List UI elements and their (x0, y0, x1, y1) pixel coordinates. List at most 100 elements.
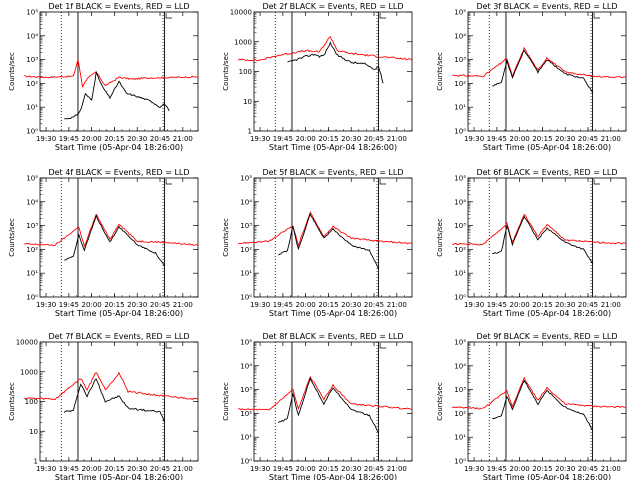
time-bracket-marker (165, 343, 173, 349)
y-tick-label: 10² (240, 246, 252, 254)
x-tick-label: 19:45 (273, 301, 293, 309)
series-lld-line (452, 46, 626, 79)
x-tick-label: 20:00 (296, 135, 316, 143)
y-tick-label: 10⁵ (240, 175, 252, 183)
x-tick-label: 20:15 (318, 135, 338, 143)
time-bracket-marker (593, 343, 601, 349)
y-tick-label: 10⁴ (26, 32, 38, 40)
x-tick-label: 19:30 (36, 135, 56, 143)
x-tick-label: 21:00 (387, 465, 407, 473)
x-tick-label: 20:45 (578, 135, 598, 143)
series-lld-line (23, 371, 198, 401)
panel-8: Det 8f BLACK = Events, RED = LLD 19:30 19:… (222, 332, 413, 482)
y-tick-label: 1 (248, 128, 252, 136)
series-lld-line (452, 213, 626, 246)
x-tick-label: 19:45 (273, 135, 293, 143)
time-bracket-marker (379, 13, 387, 19)
x-tick-label: 20:15 (532, 301, 552, 309)
x-tick-label: 20:45 (150, 301, 170, 309)
plot-frame (467, 341, 627, 462)
y-axis-label: Counts/sec (222, 52, 230, 91)
plot-frame (253, 177, 413, 298)
y-tick-label: 10¹ (454, 434, 466, 442)
y-axis-label: Counts/sec (436, 382, 444, 421)
y-tick-label: 100 (239, 68, 252, 76)
panel-1: Det 1f BLACK = Events, RED = LLD 19:30 19:… (8, 2, 199, 152)
x-axis-label: Start Time (05-Apr-04 18:26:00) (483, 473, 611, 480)
x-tick-label: 19:45 (59, 135, 79, 143)
y-tick-label: 10000 (16, 339, 38, 347)
x-tick-label: 21:00 (173, 135, 193, 143)
time-bracket-marker (165, 13, 173, 19)
x-tick-label: 20:15 (104, 135, 124, 143)
x-tick-label: 20:00 (82, 465, 102, 473)
x-tick-label: 20:45 (578, 301, 598, 309)
plot-frame (253, 11, 413, 132)
x-tick-label: 20:15 (318, 465, 338, 473)
series-lld-line (24, 59, 198, 89)
y-tick-label: 10³ (240, 222, 252, 230)
y-tick-label: 10³ (240, 386, 252, 394)
x-tick-label: 20:00 (510, 465, 530, 473)
y-tick-label: 10⁴ (454, 198, 466, 206)
y-tick-label: 10¹ (240, 434, 252, 442)
y-tick-label: 1000 (234, 38, 252, 46)
panel-title: Det 1f BLACK = Events, RED = LLD (48, 2, 189, 11)
panel-title: Det 4f BLACK = Events, RED = LLD (48, 168, 189, 177)
panel-title: Det 8f BLACK = Events, RED = LLD (262, 332, 403, 341)
panel-2: Det 2f BLACK = Events, RED = LLD 19:30 19:… (222, 2, 413, 152)
y-tick-label: 10⁵ (454, 175, 466, 183)
y-tick-label: 10³ (454, 222, 466, 230)
x-tick-label: 20:00 (510, 301, 530, 309)
time-bracket-marker (165, 179, 173, 185)
x-tick-label: 19:45 (59, 465, 79, 473)
panel-9: Det 9f BLACK = Events, RED = LLD 19:30 19:… (436, 332, 627, 482)
x-tick-label: 20:00 (82, 135, 102, 143)
panel-title: Det 5f BLACK = Events, RED = LLD (262, 168, 403, 177)
y-tick-label: 10² (240, 410, 252, 418)
plot-frame (253, 341, 413, 462)
y-tick-label: 10² (26, 80, 38, 88)
y-tick-label: 10³ (26, 222, 38, 230)
series-events-line (64, 70, 170, 120)
y-tick-label: 1 (34, 458, 38, 466)
x-tick-label: 19:45 (273, 465, 293, 473)
panel-5: Det 5f BLACK = Events, RED = LLD 19:30 19:… (222, 168, 413, 318)
y-tick-label: 10⁵ (240, 339, 252, 347)
y-tick-label: 10 (243, 98, 252, 106)
x-tick-label: 19:30 (250, 301, 270, 309)
series-events-line (492, 379, 593, 431)
x-tick-label: 19:30 (36, 465, 56, 473)
y-tick-label: 10² (26, 246, 38, 254)
x-axis-label: Start Time (05-Apr-04 18:26:00) (55, 309, 183, 318)
series-events-line (492, 215, 593, 264)
y-tick-label: 10⁵ (26, 9, 38, 17)
x-tick-label: 20:30 (341, 135, 361, 143)
panel-title: Det 3f BLACK = Events, RED = LLD (476, 2, 617, 11)
series-events-line (63, 378, 166, 423)
time-bracket-marker (593, 179, 601, 185)
y-tick-label: 10⁰ (454, 294, 466, 302)
y-tick-label: 10¹ (26, 104, 38, 112)
y-tick-label: 10⁴ (240, 198, 252, 206)
x-tick-label: 20:45 (364, 301, 384, 309)
plot-frame (39, 341, 199, 462)
y-tick-label: 10 (29, 428, 38, 436)
x-tick-label: 19:30 (464, 301, 484, 309)
x-tick-label: 20:45 (578, 465, 598, 473)
x-tick-label: 20:30 (555, 135, 575, 143)
plot-frame (39, 177, 199, 298)
y-tick-label: 10⁰ (240, 294, 252, 302)
y-tick-label: 10⁴ (454, 362, 466, 370)
x-axis-label: Start Time (05-Apr-04 18:26:00) (269, 143, 397, 152)
x-tick-label: 20:45 (150, 465, 170, 473)
panel-3: Det 3f BLACK = Events, RED = LLD 19:30 19:… (436, 2, 627, 152)
x-axis-label: Start Time (05-Apr-04 18:26:00) (269, 473, 397, 480)
y-tick-label: 10¹ (454, 104, 466, 112)
y-axis-label: Counts/sec (436, 218, 444, 257)
y-tick-label: 10⁵ (454, 339, 466, 347)
y-tick-label: 10³ (454, 56, 466, 64)
series-events-line (64, 214, 165, 267)
y-tick-label: 10³ (454, 386, 466, 394)
panel-title: Det 9f BLACK = Events, RED = LLD (476, 332, 617, 341)
